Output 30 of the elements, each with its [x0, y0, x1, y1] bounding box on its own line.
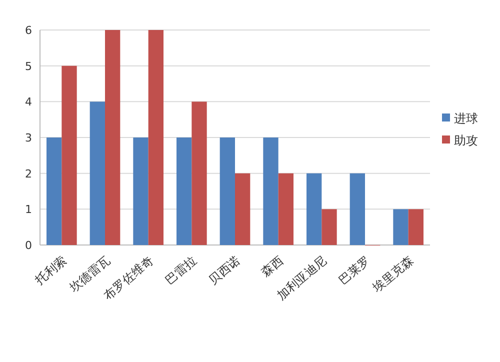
x-tick-label: 巴雷拉 [162, 253, 200, 288]
bar [263, 138, 278, 245]
y-tick-label: 1 [25, 203, 32, 216]
bar [62, 66, 77, 245]
y-tick-label: 3 [25, 132, 32, 144]
y-tick-label: 2 [25, 167, 32, 180]
y-tick-label: 5 [25, 60, 32, 73]
bar [350, 173, 365, 245]
y-tick-label: 6 [25, 24, 32, 37]
bar [393, 209, 408, 245]
bar [105, 30, 120, 245]
bar [46, 138, 62, 245]
bar [133, 138, 148, 245]
bar [192, 102, 207, 245]
x-tick-label: 托利索 [32, 253, 70, 288]
bar [306, 173, 322, 245]
legend-label: 进球 [454, 112, 478, 126]
x-tick-label: 贝西诺 [206, 253, 243, 288]
x-tick-label: 森西 [258, 253, 286, 280]
bar [408, 209, 424, 245]
bar [176, 138, 192, 245]
bar [90, 102, 105, 245]
legend-label: 助攻 [454, 134, 478, 148]
bar [235, 173, 250, 245]
y-tick-label: 0 [25, 239, 32, 252]
bar [220, 138, 235, 245]
bar [278, 173, 294, 245]
bar [148, 30, 164, 245]
y-tick-label: 4 [25, 96, 32, 109]
bar [322, 209, 337, 245]
